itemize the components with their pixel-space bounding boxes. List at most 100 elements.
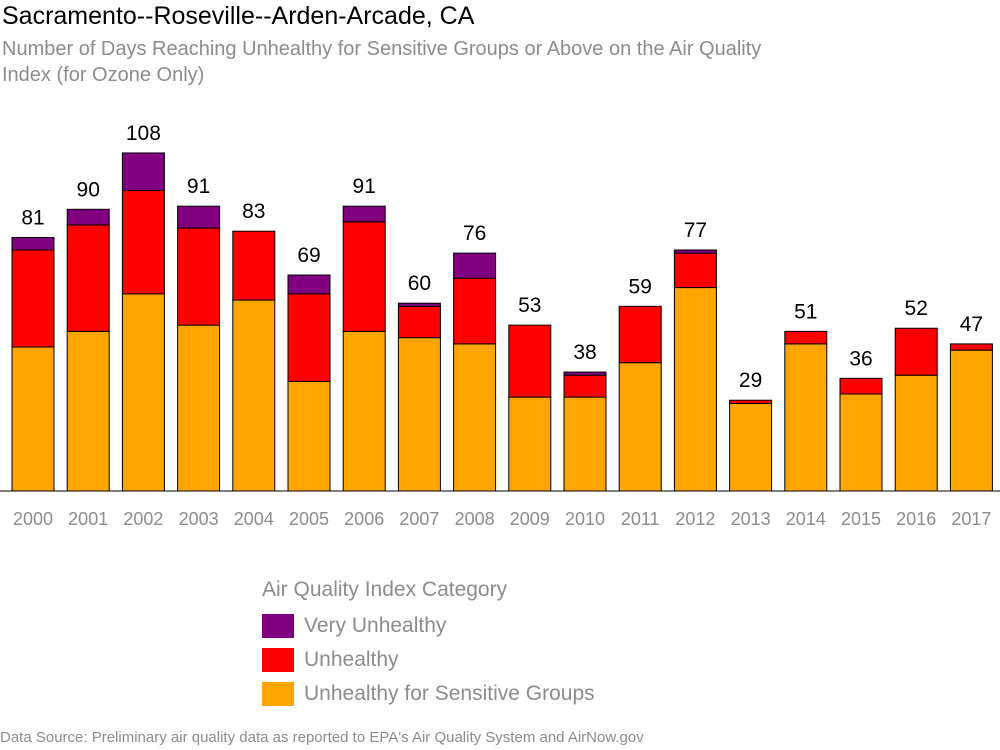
legend-item-unhealthy: Unhealthy	[262, 643, 595, 677]
bar-segment-2012-unhealthy-for-sensitive-groups	[673, 287, 717, 492]
bar-segment-2001-very-unhealthy	[66, 208, 110, 226]
bar-segment-2000-very-unhealthy	[11, 236, 55, 251]
bar-segment-2012-very-unhealthy	[673, 249, 717, 254]
bar-segment-2006-very-unhealthy	[342, 205, 386, 223]
bar-segment-2008-very-unhealthy	[453, 252, 497, 279]
bar-segment-2014-unhealthy-for-sensitive-groups	[784, 343, 828, 492]
total-label-2012: 77	[684, 219, 707, 242]
x-tick-label-2013: 2013	[731, 509, 771, 529]
bar-segment-2002-unhealthy-for-sensitive-groups	[121, 293, 165, 492]
x-tick-label-2008: 2008	[455, 509, 495, 529]
x-tick-label-2010: 2010	[565, 509, 605, 529]
bar-segment-2014-unhealthy	[784, 330, 828, 345]
chart-title: Sacramento--Roseville--Arden-Arcade, CA	[2, 2, 475, 30]
bar-segment-2017-unhealthy-for-sensitive-groups	[949, 349, 993, 492]
bar-segment-2008-unhealthy-for-sensitive-groups	[453, 343, 497, 492]
x-tick-label-2002: 2002	[123, 509, 163, 529]
legend: Air Quality Index Category Very Unhealth…	[262, 575, 595, 711]
bar-segment-2002-very-unhealthy	[121, 152, 165, 192]
legend-swatch-unhealthy	[262, 648, 294, 672]
bar-segment-2003-unhealthy	[177, 227, 221, 326]
bar-segment-2004-unhealthy	[232, 230, 276, 301]
bar-segment-2008-unhealthy	[453, 277, 497, 345]
bar-segment-2015-unhealthy-for-sensitive-groups	[839, 393, 883, 492]
bar-segment-2006-unhealthy-for-sensitive-groups	[342, 330, 386, 492]
data-source-note: Data Source: Preliminary air quality dat…	[0, 729, 644, 746]
bar-segment-2003-unhealthy-for-sensitive-groups	[177, 324, 221, 492]
legend-label-unhealthy: Unhealthy	[304, 648, 399, 671]
stacked-bar-chart: 81 90 108 91 83 69 91 60 76 53 38 59 77 29 51 36 52 47 20…	[0, 122, 1000, 529]
bar-segment-2011-unhealthy	[618, 305, 662, 364]
bar-segment-2009-unhealthy-for-sensitive-groups	[508, 396, 552, 492]
bar-segment-2017-unhealthy	[949, 343, 993, 351]
bar-segment-2010-unhealthy-for-sensitive-groups	[563, 396, 607, 492]
legend-label-usg: Unhealthy for Sensitive Groups	[304, 682, 595, 705]
x-tick-label-2005: 2005	[289, 509, 329, 529]
bar-segment-2006-unhealthy	[342, 221, 386, 332]
total-label-2001: 90	[77, 178, 100, 201]
total-label-2014: 51	[794, 300, 817, 323]
total-label-2010: 38	[573, 341, 596, 364]
total-label-2016: 52	[905, 297, 928, 320]
total-label-2000: 81	[21, 206, 44, 229]
bar-segment-2001-unhealthy	[66, 224, 110, 332]
total-label-2002: 108	[126, 122, 161, 145]
x-tick-label-2009: 2009	[510, 509, 550, 529]
total-labels-layer: 81 90 108 91 83 69 91 60 76 53 38 59 77 29 51 36 52 47	[21, 122, 983, 392]
total-label-2005: 69	[297, 244, 320, 267]
bar-segment-2010-very-unhealthy	[563, 371, 607, 376]
x-tick-label-2014: 2014	[786, 509, 826, 529]
bar-segment-2007-unhealthy	[397, 305, 441, 339]
legend-title: Air Quality Index Category	[262, 578, 508, 601]
bar-segment-2000-unhealthy	[11, 249, 55, 348]
x-tick-label-2004: 2004	[234, 509, 274, 529]
bar-segment-2011-unhealthy-for-sensitive-groups	[618, 362, 662, 492]
legend-swatch-very-unhealthy	[262, 614, 294, 638]
x-tick-label-2007: 2007	[399, 509, 439, 529]
total-label-2009: 53	[518, 294, 541, 317]
bar-segment-2007-very-unhealthy	[397, 302, 441, 307]
x-tick-label-2012: 2012	[675, 509, 715, 529]
x-tick-label-2011: 2011	[621, 509, 660, 529]
x-tick-label-2016: 2016	[896, 509, 936, 529]
x-tick-label-2006: 2006	[344, 509, 384, 529]
legend-swatch-usg	[262, 682, 294, 706]
total-label-2017: 47	[960, 313, 983, 336]
bar-segment-2016-unhealthy	[894, 327, 938, 376]
x-tick-label-2015: 2015	[841, 509, 881, 529]
bar-segment-2016-unhealthy-for-sensitive-groups	[894, 374, 938, 492]
x-tick-label-2001: 2001	[68, 509, 108, 529]
bars-layer	[11, 152, 993, 492]
bar-segment-2015-unhealthy	[839, 377, 883, 395]
total-label-2006: 91	[353, 175, 376, 198]
total-label-2013: 29	[739, 369, 762, 392]
bar-segment-2003-very-unhealthy	[177, 205, 221, 229]
total-label-2003: 91	[187, 175, 210, 198]
bar-segment-2007-unhealthy-for-sensitive-groups	[397, 337, 441, 492]
bar-segment-2013-unhealthy	[729, 399, 773, 404]
bar-segment-2009-unhealthy	[508, 324, 552, 398]
total-label-2004: 83	[242, 200, 265, 223]
total-label-2015: 36	[849, 347, 872, 370]
x-tick-label-2000: 2000	[13, 509, 53, 529]
bar-segment-2001-unhealthy-for-sensitive-groups	[66, 330, 110, 492]
legend-label-very-unhealthy: Very Unhealthy	[304, 614, 447, 637]
bar-segment-2013-unhealthy-for-sensitive-groups	[729, 402, 773, 492]
bar-segment-2002-unhealthy	[121, 190, 165, 295]
bar-segment-2005-unhealthy	[287, 293, 331, 382]
bar-segment-2005-unhealthy-for-sensitive-groups	[287, 380, 331, 492]
x-tick-labels-layer: 2000 2001 2002 2003 2004 2005 2006 2007 2008 2009…	[13, 509, 991, 529]
bar-segment-2010-unhealthy	[563, 374, 607, 398]
x-tick-label-2003: 2003	[179, 509, 219, 529]
legend-item-very-unhealthy: Very Unhealthy	[262, 609, 595, 643]
x-tick-label-2017: 2017	[951, 509, 991, 529]
bar-segment-2000-unhealthy-for-sensitive-groups	[11, 346, 55, 492]
total-label-2007: 60	[408, 272, 431, 295]
bar-segment-2012-unhealthy	[673, 252, 717, 289]
total-label-2011: 59	[629, 275, 652, 298]
chart-subtitle: Number of Days Reaching Unhealthy for Se…	[2, 38, 762, 86]
bar-segment-2004-unhealthy-for-sensitive-groups	[232, 299, 276, 492]
bar-segment-2005-very-unhealthy	[287, 274, 331, 295]
legend-item-usg: Unhealthy for Sensitive Groups	[262, 677, 595, 711]
total-label-2008: 76	[463, 222, 486, 245]
